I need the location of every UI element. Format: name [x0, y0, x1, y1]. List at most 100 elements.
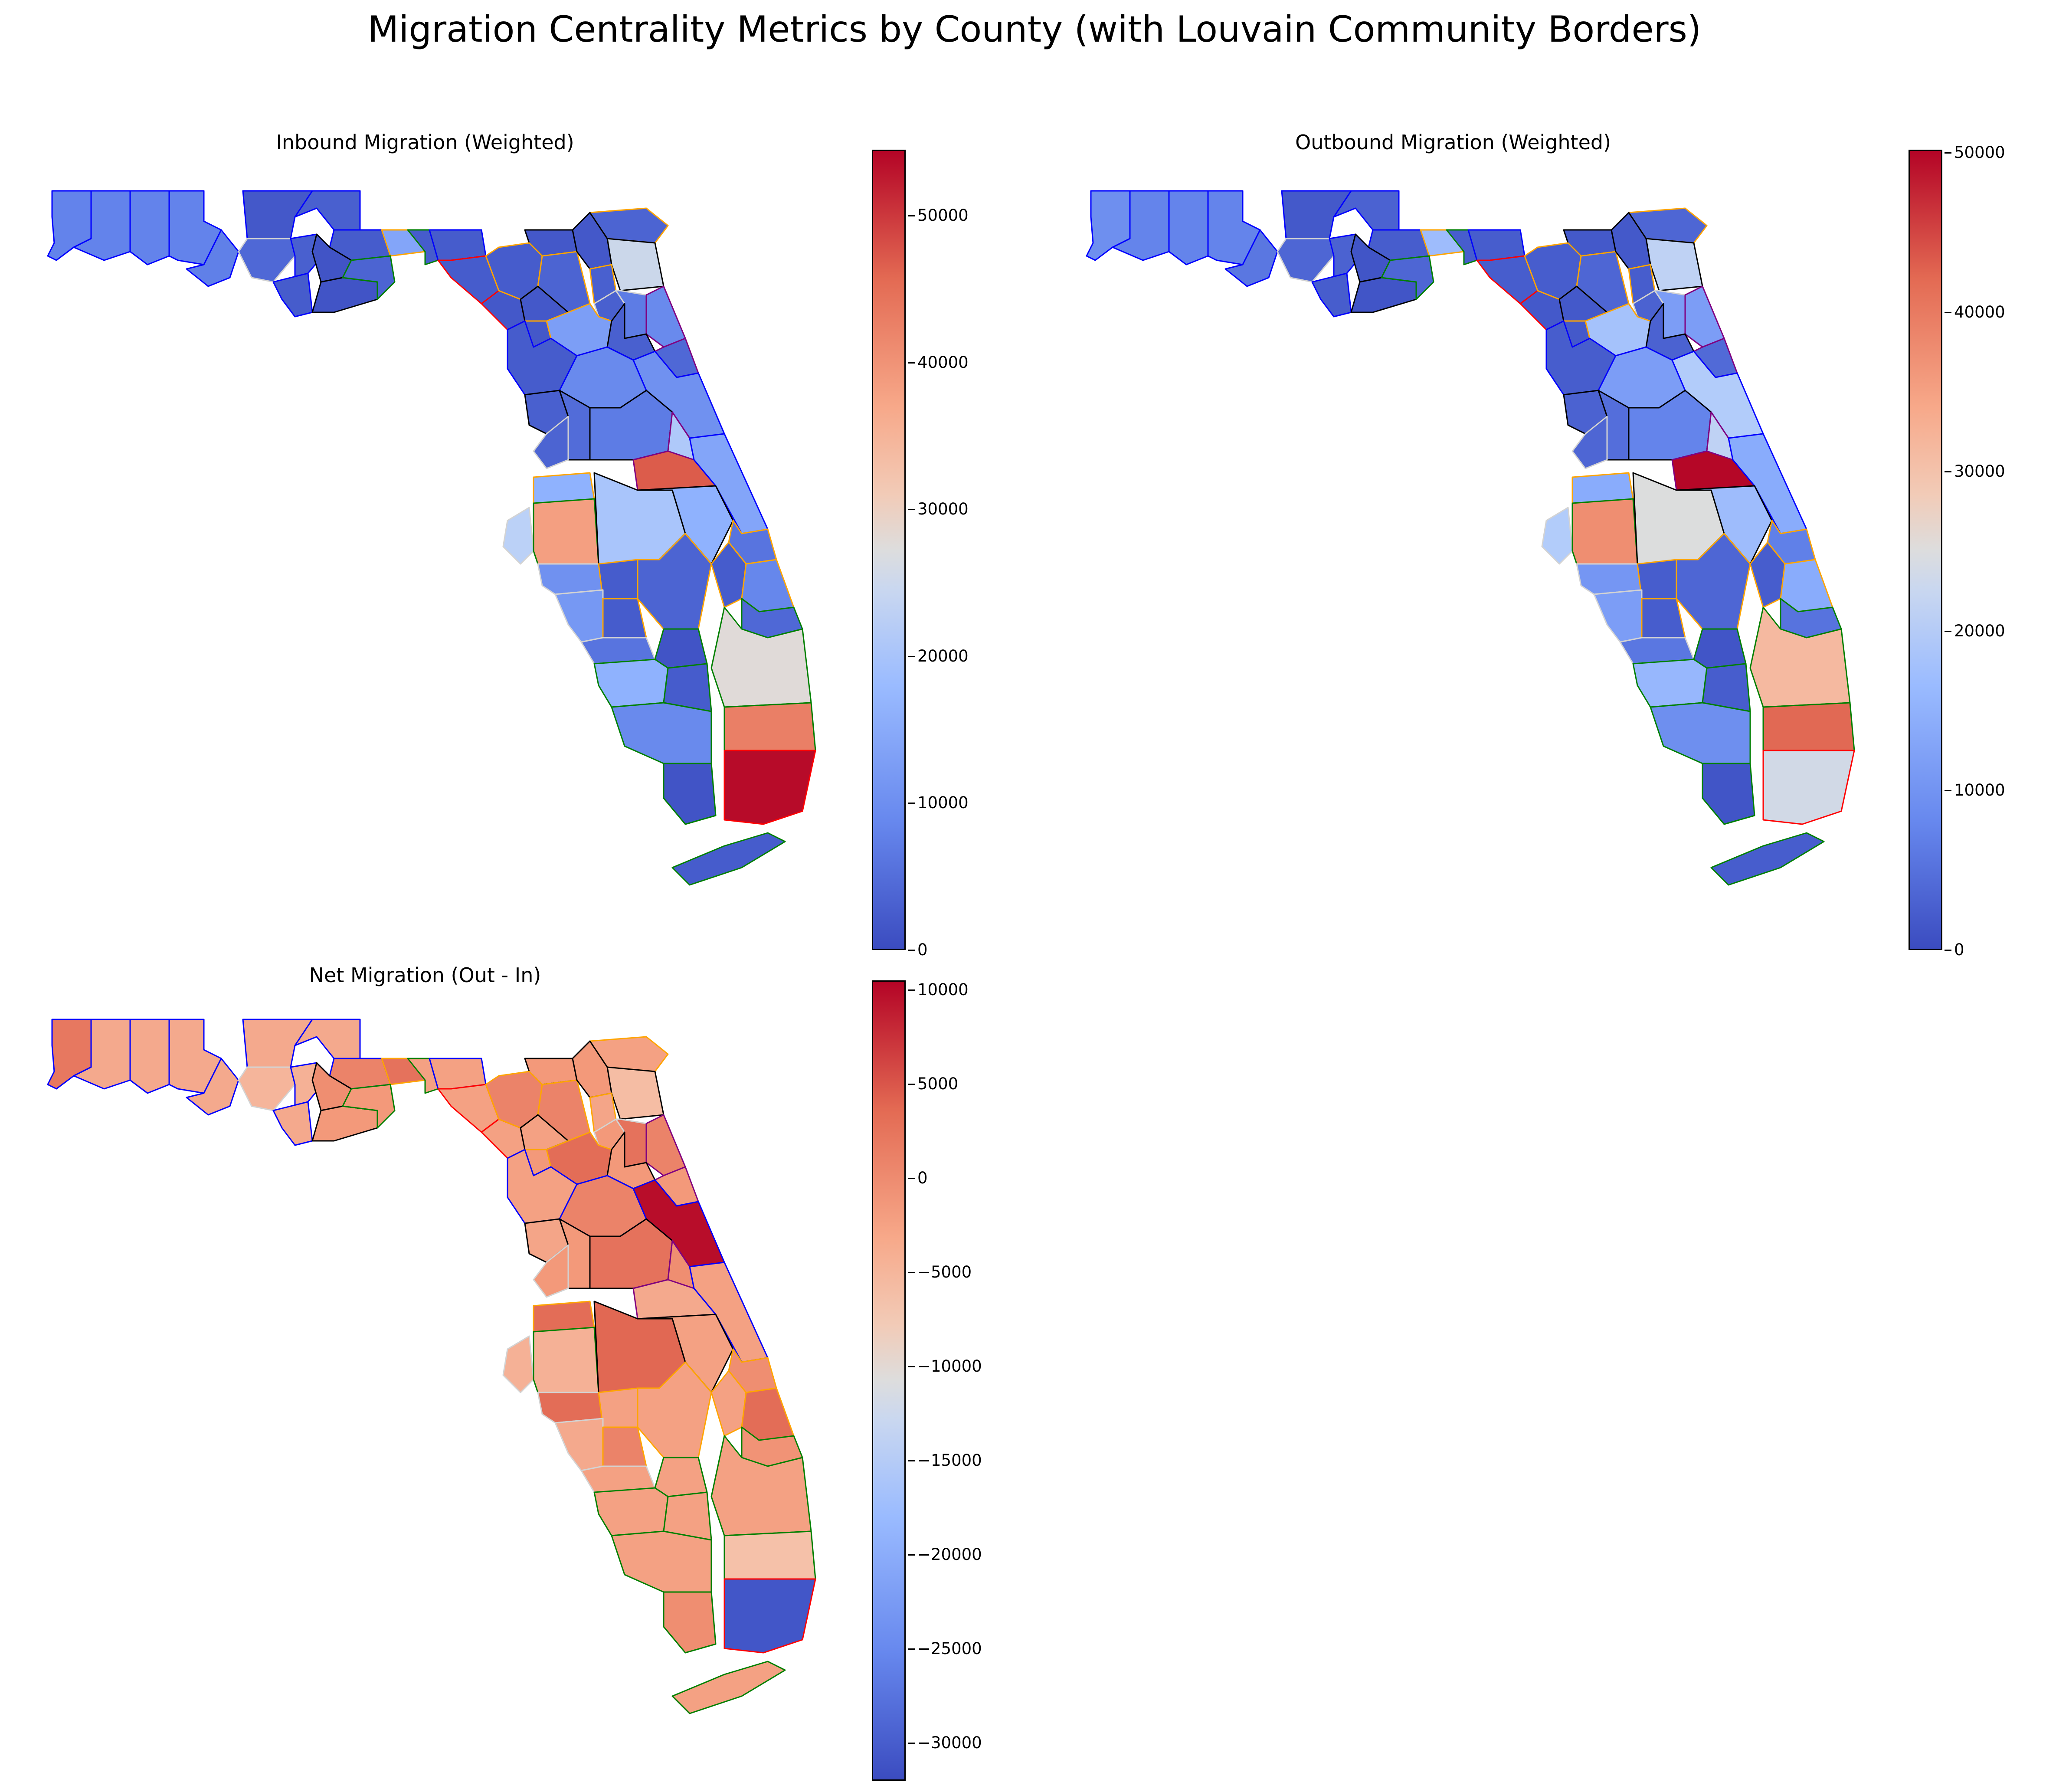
colorbar-inbound: [872, 150, 906, 950]
county-pasco: [1571, 472, 1634, 504]
county-palm-beach: [1749, 606, 1851, 708]
county-gulf: [272, 272, 313, 318]
colorbar-tick-label: 40000: [1945, 302, 2005, 321]
county-miami-dade: [1762, 750, 1855, 825]
county-holmes: [242, 1019, 318, 1068]
county-sumter: [559, 390, 591, 461]
county-washington: [238, 238, 296, 283]
colorbar-tick-label: 0: [908, 940, 928, 959]
county-pinellas: [502, 507, 534, 565]
county-pasco: [533, 472, 595, 504]
county-highlands: [637, 1361, 712, 1458]
county-glades: [654, 1457, 708, 1497]
county-collier: [1650, 702, 1751, 764]
map-inbound: [47, 190, 816, 886]
colorbar-tick-label: 10000: [1945, 781, 2005, 800]
county-glades: [1693, 628, 1747, 669]
colorbar-net: [872, 980, 906, 1781]
county-highlands: [637, 533, 712, 630]
colorbar-tick-label: −15000: [908, 1451, 982, 1470]
county-monroe-mainland: [663, 1591, 717, 1654]
county-hernando: [1571, 416, 1608, 469]
county-okaloosa: [129, 190, 170, 265]
county-highlands: [1676, 533, 1751, 630]
county-hardee: [598, 1387, 638, 1428]
county-keys: [1710, 832, 1825, 886]
county-manatee: [537, 563, 604, 595]
county-madison: [429, 1058, 487, 1090]
county-sarasota: [1593, 589, 1643, 643]
county-pinellas: [1541, 507, 1573, 565]
county-okaloosa: [1168, 190, 1209, 265]
county-franklin: [311, 277, 378, 313]
county-desoto: [602, 598, 647, 639]
county-palm-beach: [710, 606, 812, 708]
colorbar-tick-label: 50000: [908, 206, 969, 225]
county-hillsborough: [533, 498, 599, 565]
colorbar-tick-label: 50000: [1945, 143, 2005, 162]
county-broward: [723, 702, 816, 751]
county-hernando: [533, 1244, 569, 1298]
county-duval: [606, 1066, 665, 1120]
county-broward: [1762, 702, 1855, 751]
county-pinellas: [502, 1335, 534, 1393]
county-wakulla: [342, 255, 396, 300]
county-manatee: [1576, 563, 1643, 595]
county-washington: [238, 1066, 296, 1111]
county-hardee: [598, 559, 638, 600]
colorbar-tick-label: 20000: [908, 646, 969, 665]
county-monroe-mainland: [663, 763, 717, 825]
county-madison: [429, 229, 487, 261]
county-keys: [671, 832, 786, 886]
county-st-johns: [645, 285, 686, 348]
county-duval: [606, 238, 665, 292]
colorbar-tick-label: −25000: [908, 1639, 982, 1658]
county-lee: [593, 658, 669, 708]
county-st-johns: [645, 1114, 686, 1176]
county-charlotte: [580, 1465, 656, 1493]
county-st-johns: [1684, 285, 1725, 348]
colorbar-tick-label: 30000: [1945, 462, 2005, 481]
colorbar-tick-label: −20000: [908, 1545, 982, 1564]
county-franklin: [1350, 277, 1417, 313]
county-keys: [671, 1661, 786, 1714]
county-charlotte: [580, 637, 656, 665]
colorbar-tick-label: −30000: [908, 1733, 982, 1753]
county-broward: [723, 1530, 816, 1580]
county-sarasota: [554, 1418, 604, 1471]
colorbar-tick-label: 0: [908, 1168, 928, 1187]
panel-title-inbound: Inbound Migration (Weighted): [276, 131, 574, 154]
map-outbound: [1086, 190, 1855, 886]
county-palm-beach: [710, 1435, 812, 1536]
county-jefferson: [407, 229, 439, 265]
county-sumter: [1598, 390, 1630, 461]
county-monroe-mainland: [1702, 763, 1755, 825]
county-washington: [1277, 238, 1335, 283]
county-madison: [1467, 229, 1526, 261]
county-manatee: [537, 1392, 604, 1424]
colorbar-tick-label: −5000: [907, 1262, 972, 1281]
colorbar-tick-label: 5000: [907, 1074, 959, 1093]
county-holmes: [242, 190, 318, 239]
county-collier: [611, 702, 712, 764]
colorbar-tick-label: 10000: [908, 793, 969, 812]
colorbar-tick-label: 30000: [908, 500, 969, 519]
county-duval: [1645, 238, 1703, 292]
county-desoto: [1641, 598, 1686, 639]
county-hillsborough: [533, 1327, 599, 1393]
figure-title: Migration Centrality Metrics by County (…: [367, 8, 1702, 50]
county-lee: [593, 1487, 669, 1536]
colorbar-tick-label: 40000: [908, 353, 969, 372]
county-wakulla: [1381, 255, 1434, 300]
county-hillsborough: [1571, 498, 1638, 565]
county-gulf: [272, 1101, 313, 1146]
county-charlotte: [1619, 637, 1695, 665]
county-collier: [611, 1530, 712, 1593]
colorbar-tick-label: 20000: [1945, 621, 2005, 640]
county-hardee: [1637, 559, 1677, 600]
county-wakulla: [342, 1084, 396, 1129]
map-net: [47, 1019, 816, 1714]
county-jefferson: [1446, 229, 1478, 265]
panel-title-outbound: Outbound Migration (Weighted): [1295, 131, 1611, 154]
colorbar-tick-label: 0: [1945, 940, 1964, 959]
